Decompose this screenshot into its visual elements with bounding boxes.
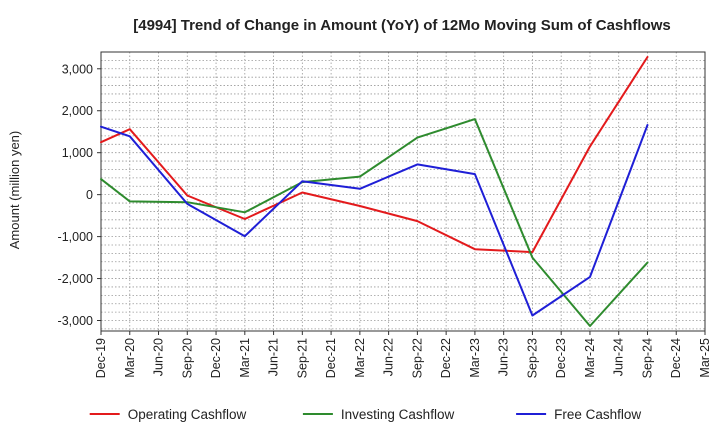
x-tick-label: Mar-20 xyxy=(123,338,137,378)
x-tick-label: Sep-23 xyxy=(525,338,539,378)
x-tick-label: Jun-21 xyxy=(267,338,281,376)
x-tick-label: Sep-20 xyxy=(180,338,194,378)
legend-label-free-cashflow: Free Cashflow xyxy=(554,407,641,422)
series-line-free-cashflow xyxy=(100,124,649,317)
y-tick-label: 1,000 xyxy=(62,146,93,160)
y-tick-label: 2,000 xyxy=(62,104,93,118)
series-line-operating-cashflow xyxy=(100,56,649,254)
x-tick-label: Jun-20 xyxy=(152,338,166,376)
x-tick-label: Dec-23 xyxy=(554,338,568,378)
y-tick-label: -2,000 xyxy=(58,272,93,286)
y-axis-label: Amount (million yen) xyxy=(7,131,22,250)
legend-label-operating-cashflow: Operating Cashflow xyxy=(128,407,247,422)
plot-area xyxy=(101,52,705,331)
x-tick-label: Dec-21 xyxy=(324,338,338,378)
x-tick-label: Dec-24 xyxy=(669,338,683,378)
y-tick-label: 0 xyxy=(86,188,93,202)
x-tick-label: Mar-23 xyxy=(468,338,482,378)
x-tick-label: Sep-24 xyxy=(640,338,654,378)
x-tick-label: Mar-25 xyxy=(698,338,712,378)
chart-title: [4994] Trend of Change in Amount (YoY) o… xyxy=(133,17,671,34)
y-tick-label: -3,000 xyxy=(58,314,93,328)
x-tick-label: Jun-24 xyxy=(612,338,626,376)
legend-label-investing-cashflow: Investing Cashflow xyxy=(341,407,455,422)
x-tick-label: Mar-22 xyxy=(353,338,367,378)
x-tick-label: Mar-24 xyxy=(583,338,597,378)
y-tick-label: 3,000 xyxy=(62,62,93,76)
x-tick-label: Sep-22 xyxy=(410,338,424,378)
plot-frame xyxy=(100,51,706,332)
x-tick-label: Mar-21 xyxy=(238,338,252,378)
x-tick-label: Jun-23 xyxy=(497,338,511,376)
x-tick-label: Dec-22 xyxy=(439,338,453,378)
x-tick-label: Dec-20 xyxy=(209,338,223,378)
x-tick-label: Sep-21 xyxy=(295,338,309,378)
x-tick-label: Dec-19 xyxy=(94,338,108,378)
y-tick-label: -1,000 xyxy=(58,230,93,244)
x-tick-label: Jun-22 xyxy=(382,338,396,376)
series-line-investing-cashflow xyxy=(100,118,649,327)
